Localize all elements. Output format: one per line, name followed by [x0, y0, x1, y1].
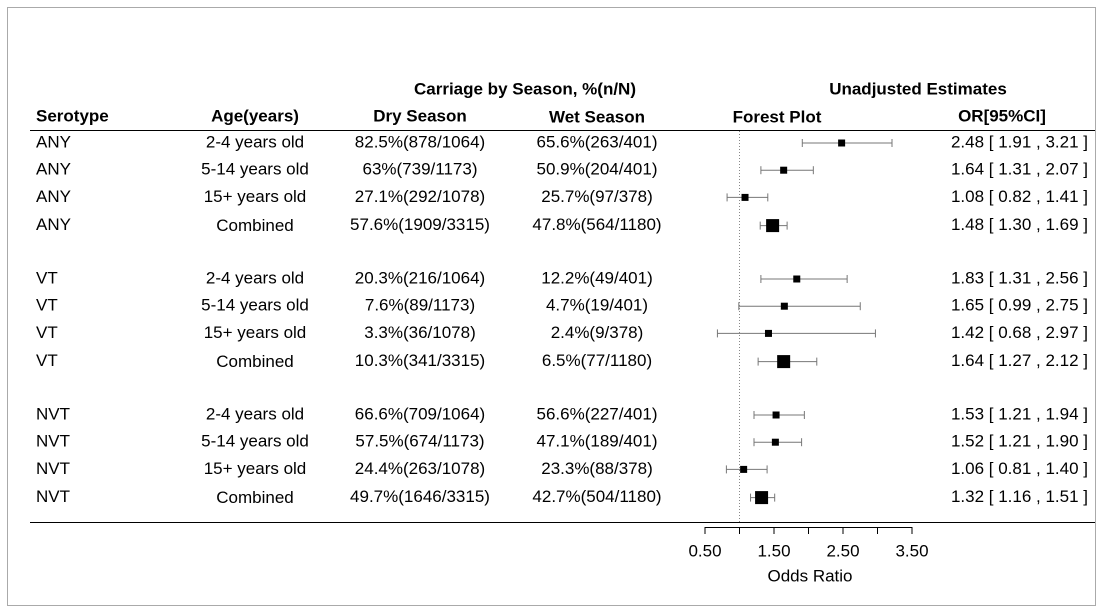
- x-tick-label: 1.50: [757, 541, 790, 560]
- wet-season: 47.8%(564/1180): [532, 215, 661, 234]
- dry-season: 57.6%(1909/3315): [350, 215, 490, 234]
- column-header: Serotype: [36, 106, 109, 125]
- wet-season: 56.6%(227/401): [537, 404, 658, 423]
- or-ci: 1.65 [ 0.99 , 2.75 ]: [951, 296, 1088, 315]
- serotype: ANY: [36, 132, 71, 151]
- point-estimate: [740, 465, 748, 473]
- dry-season: 20.3%(216/1064): [355, 268, 485, 287]
- or-ci: 1.83 [ 1.31 , 2.56 ]: [951, 268, 1088, 287]
- age-group: 15+ years old: [204, 323, 307, 342]
- serotype: ANY: [36, 187, 71, 206]
- point-estimate: [780, 302, 788, 310]
- or-ci: 1.52 [ 1.21 , 1.90 ]: [951, 432, 1088, 451]
- serotype: VT: [36, 268, 58, 287]
- serotype: VT: [36, 296, 58, 315]
- or-ci: 1.32 [ 1.16 , 1.51 ]: [951, 487, 1088, 506]
- wet-season: 25.7%(97/378): [541, 187, 653, 206]
- or-ci: 1.64 [ 1.31 , 2.07 ]: [951, 160, 1088, 179]
- wet-season: 65.6%(263/401): [537, 132, 658, 151]
- group-header: Carriage by Season, %(n/N): [414, 79, 636, 98]
- point-estimate: [772, 411, 780, 419]
- or-ci: 1.08 [ 0.82 , 1.41 ]: [951, 187, 1088, 206]
- wet-season: 4.7%(19/401): [546, 296, 648, 315]
- point-estimate: [777, 355, 791, 369]
- dry-season: 24.4%(263/1078): [355, 459, 485, 478]
- dry-season: 7.6%(89/1173): [365, 296, 475, 315]
- column-header: Dry Season: [373, 106, 467, 125]
- serotype: ANY: [36, 215, 71, 234]
- column-header: Age(years): [211, 106, 299, 125]
- frame: [7, 7, 1096, 606]
- age-group: 5-14 years old: [201, 160, 309, 179]
- column-header: Wet Season: [549, 107, 645, 126]
- x-tick-label: 3.50: [895, 541, 928, 560]
- point-estimate: [741, 193, 749, 201]
- age-group: Combined: [216, 488, 294, 507]
- estimates-header: Unadjusted Estimates: [829, 79, 1007, 98]
- point-estimate: [755, 491, 769, 505]
- dry-season: 66.6%(709/1064): [355, 404, 485, 423]
- age-group: 2-4 years old: [206, 132, 304, 151]
- serotype: NVT: [36, 459, 70, 478]
- column-header: Forest Plot: [733, 107, 822, 126]
- age-group: Combined: [216, 352, 294, 371]
- point-estimate: [838, 139, 846, 147]
- column-header: OR[95%CI]: [958, 106, 1046, 125]
- wet-season: 2.4%(9/378): [551, 323, 644, 342]
- point-estimate: [793, 275, 801, 283]
- point-estimate: [780, 166, 788, 174]
- wet-season: 50.9%(204/401): [537, 160, 658, 179]
- age-group: Combined: [216, 216, 294, 235]
- serotype: NVT: [36, 404, 70, 423]
- point-estimate: [766, 219, 780, 233]
- or-ci: 1.06 [ 0.81 , 1.40 ]: [951, 459, 1088, 478]
- or-ci: 1.48 [ 1.30 , 1.69 ]: [951, 215, 1088, 234]
- or-ci: 2.48 [ 1.91 , 3.21 ]: [951, 132, 1088, 151]
- age-group: 15+ years old: [204, 459, 307, 478]
- dry-season: 57.5%(674/1173): [355, 432, 484, 451]
- wet-season: 42.7%(504/1180): [532, 487, 661, 506]
- dry-season: 49.7%(1646/3315): [350, 487, 490, 506]
- wet-season: 47.1%(189/401): [537, 432, 658, 451]
- or-ci: 1.42 [ 0.68 , 2.97 ]: [951, 323, 1088, 342]
- age-group: 5-14 years old: [201, 432, 309, 451]
- x-tick-label: 2.50: [826, 541, 859, 560]
- age-group: 2-4 years old: [206, 404, 304, 423]
- wet-season: 6.5%(77/1180): [542, 351, 652, 370]
- dry-season: 10.3%(341/3315): [355, 351, 485, 370]
- or-ci: 1.53 [ 1.21 , 1.94 ]: [951, 404, 1088, 423]
- dry-season: 82.5%(878/1064): [355, 132, 485, 151]
- or-ci: 1.64 [ 1.27 , 2.12 ]: [951, 351, 1088, 370]
- serotype: VT: [36, 323, 58, 342]
- dry-season: 63%(739/1173): [363, 160, 478, 179]
- dry-season: 3.3%(36/1078): [364, 323, 476, 342]
- serotype: VT: [36, 351, 58, 370]
- dry-season: 27.1%(292/1078): [355, 187, 485, 206]
- wet-season: 23.3%(88/378): [541, 459, 653, 478]
- age-group: 2-4 years old: [206, 268, 304, 287]
- age-group: 5-14 years old: [201, 296, 309, 315]
- wet-season: 12.2%(49/401): [541, 268, 653, 287]
- serotype: NVT: [36, 432, 70, 451]
- x-axis-label: Odds Ratio: [767, 566, 852, 585]
- serotype: ANY: [36, 160, 71, 179]
- age-group: 15+ years old: [204, 187, 307, 206]
- x-tick-label: 0.50: [688, 541, 721, 560]
- serotype: NVT: [36, 487, 70, 506]
- point-estimate: [771, 438, 779, 446]
- point-estimate: [764, 329, 772, 337]
